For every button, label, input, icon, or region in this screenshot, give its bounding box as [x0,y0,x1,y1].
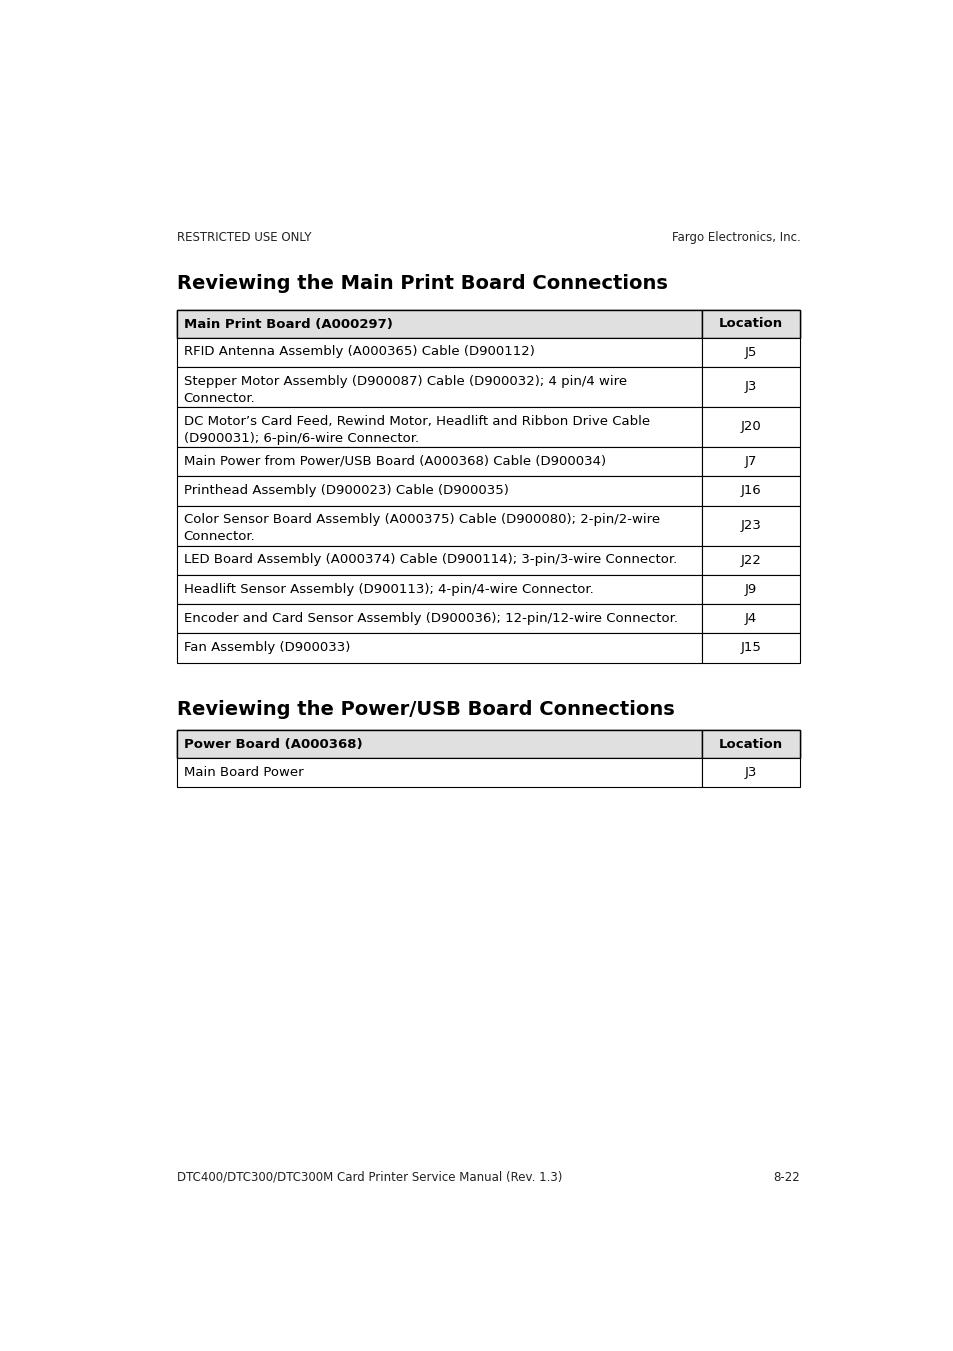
Text: J23: J23 [740,519,760,532]
Text: Location: Location [718,738,782,751]
Bar [177,477,701,505]
Text: Main Print Board (A000297): Main Print Board (A000297) [183,317,392,331]
Text: Color Sensor Board Assembly (A000375) Cable (D900080); 2-pin/2-wire
Connector.: Color Sensor Board Assembly (A000375) Ca… [183,513,659,543]
Text: Power Board (A000368): Power Board (A000368) [183,738,362,751]
Bar [177,309,701,338]
Bar [701,367,800,407]
Text: 8-22: 8-22 [773,1171,800,1183]
Text: Main Board Power: Main Board Power [183,766,303,778]
Bar [701,634,800,662]
Text: Encoder and Card Sensor Assembly (D900036); 12-pin/12-wire Connector.: Encoder and Card Sensor Assembly (D90003… [183,612,677,624]
Bar [701,731,800,758]
Text: J3: J3 [744,766,757,780]
Text: DC Motor’s Card Feed, Rewind Motor, Headlift and Ribbon Drive Cable
(D900031); 6: DC Motor’s Card Feed, Rewind Motor, Head… [183,415,649,444]
Text: J15: J15 [740,642,760,654]
Bar [177,634,701,662]
Text: Fargo Electronics, Inc.: Fargo Electronics, Inc. [671,231,800,245]
Bar [177,604,701,634]
Bar [177,505,701,546]
Text: Reviewing the Power/USB Board Connections: Reviewing the Power/USB Board Connection… [177,700,675,719]
Text: J22: J22 [740,554,760,566]
Bar [177,574,701,604]
Bar [177,309,800,338]
Bar [701,505,800,546]
Bar [177,447,701,477]
Text: Location: Location [718,317,782,331]
Text: J7: J7 [744,455,757,469]
Text: Headlift Sensor Assembly (D900113); 4-pin/4-wire Connector.: Headlift Sensor Assembly (D900113); 4-pi… [183,582,593,596]
Text: RFID Antenna Assembly (A000365) Cable (D900112): RFID Antenna Assembly (A000365) Cable (D… [183,346,534,358]
Text: Printhead Assembly (D900023) Cable (D900035): Printhead Assembly (D900023) Cable (D900… [183,484,508,497]
Bar [701,604,800,634]
Text: J16: J16 [740,485,760,497]
Bar [177,758,701,788]
Bar [177,731,701,758]
Bar [177,407,701,447]
Bar [701,338,800,367]
Bar [177,546,701,574]
Text: Fan Assembly (D900033): Fan Assembly (D900033) [183,642,350,654]
Text: RESTRICTED USE ONLY: RESTRICTED USE ONLY [177,231,312,245]
Bar [177,731,800,758]
Text: DTC400/DTC300/DTC300M Card Printer Service Manual (Rev. 1.3): DTC400/DTC300/DTC300M Card Printer Servi… [177,1171,562,1183]
Bar [701,574,800,604]
Text: Main Power from Power/USB Board (A000368) Cable (D900034): Main Power from Power/USB Board (A000368… [183,455,605,467]
Text: Stepper Motor Assembly (D900087) Cable (D900032); 4 pin/4 wire
Connector.: Stepper Motor Assembly (D900087) Cable (… [183,374,626,405]
Text: J9: J9 [744,584,757,596]
Bar [701,758,800,788]
Text: J3: J3 [744,381,757,393]
Bar [701,407,800,447]
Bar [701,447,800,477]
Bar [701,477,800,505]
Text: J4: J4 [744,612,757,626]
Text: J20: J20 [740,420,760,434]
Bar [177,338,701,367]
Text: Reviewing the Main Print Board Connections: Reviewing the Main Print Board Connectio… [177,274,667,293]
Bar [177,367,701,407]
Text: J5: J5 [744,346,757,359]
Text: LED Board Assembly (A000374) Cable (D900114); 3-pin/3-wire Connector.: LED Board Assembly (A000374) Cable (D900… [183,554,676,566]
Bar [701,546,800,574]
Bar [701,309,800,338]
